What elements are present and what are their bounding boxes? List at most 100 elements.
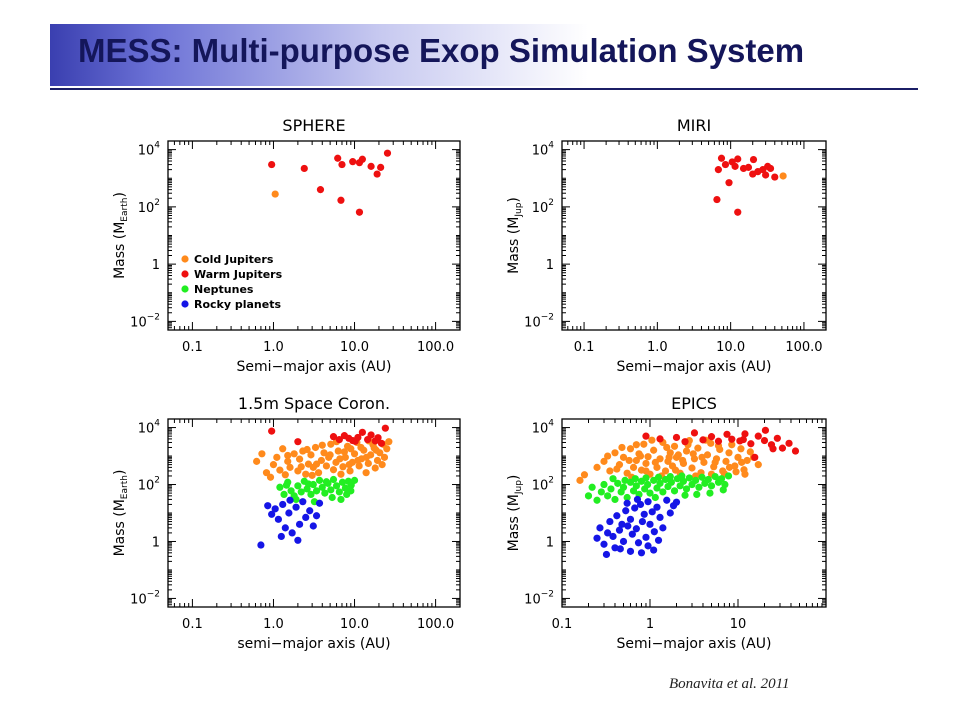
data-point-cold-jupiters [364, 459, 372, 468]
x-axis-label: semi−major axis (AU) [237, 636, 390, 652]
data-point-rocky-planets [606, 517, 614, 526]
data-point-rocky-planets [616, 545, 624, 553]
data-point-rocky-planets [593, 534, 601, 542]
data-point-cold-jupiters [253, 457, 261, 465]
y-tick-label: 10−2 [524, 312, 554, 330]
data-point-rocky-planets [596, 524, 604, 532]
data-point-rocky-planets [600, 540, 608, 548]
data-point-rocky-planets [637, 549, 646, 557]
data-point-cold-jupiters [340, 448, 349, 456]
data-point-rocky-planets [281, 524, 289, 532]
data-point-warm-jupiters [381, 424, 389, 432]
data-point-neptunes [611, 495, 619, 504]
data-point-neptunes [588, 483, 596, 491]
data-point-warm-jupiters [374, 434, 382, 442]
data-point-rocky-planets [632, 525, 640, 533]
data-point-cold-jupiters [725, 449, 733, 457]
x-tick-label: 10.0 [716, 340, 745, 355]
data-point-warm-jupiters [268, 427, 276, 435]
data-point-neptunes [593, 496, 601, 504]
data-point-rocky-planets [271, 505, 279, 513]
data-point-neptunes [327, 486, 335, 494]
data-point-cold-jupiters [337, 470, 345, 478]
data-point-warm-jupiters [717, 154, 726, 162]
data-point-rocky-planets [288, 529, 296, 537]
data-point-cold-jupiters [276, 466, 284, 474]
data-point-warm-jupiters [300, 164, 308, 173]
legend-label: Warm Jupiters [194, 268, 283, 281]
data-point-rocky-planets [295, 520, 304, 528]
data-point-cold-jupiters [671, 466, 680, 474]
data-point-cold-jupiters [312, 460, 321, 468]
data-point-rocky-planets [648, 508, 656, 516]
legend-marker [181, 270, 189, 278]
data-point-warm-jupiters [744, 163, 753, 171]
data-point-rocky-planets [622, 507, 630, 515]
data-point-warm-jupiters [723, 430, 731, 438]
x-axis-label: Semi−major axis (AU) [617, 359, 772, 375]
data-point-cold-jupiters [297, 463, 305, 471]
data-point-rocky-planets [615, 526, 624, 534]
data-point-cold-jupiters [734, 453, 742, 461]
data-point-warm-jupiters [681, 438, 689, 446]
data-point-cold-jupiters [618, 443, 626, 452]
data-point-neptunes [644, 480, 652, 489]
x-tick-label: 10.0 [340, 617, 369, 632]
data-point-rocky-planets [672, 498, 681, 506]
x-tick-label: 0.1 [182, 617, 203, 632]
data-point-neptunes [717, 475, 726, 483]
data-point-rocky-planets [292, 503, 300, 511]
data-point-rocky-planets [626, 515, 635, 523]
y-tick-label: 10−2 [130, 312, 160, 330]
y-tick-label: 102 [532, 476, 554, 494]
data-point-cold-jupiters [281, 471, 289, 479]
data-point-cold-jupiters [580, 471, 589, 479]
data-point-rocky-planets [257, 541, 265, 549]
data-point-neptunes [654, 473, 663, 481]
data-point-warm-jupiters [749, 155, 758, 164]
y-tick-label: 102 [532, 198, 554, 216]
data-point-cold-jupiters [703, 451, 712, 459]
data-point-cold-jupiters [665, 453, 673, 461]
data-point-cold-jupiters [320, 449, 328, 457]
x-tick-label: 100.0 [417, 617, 454, 632]
chart-panel-3: 1.5m Space Coron. 0.1 1.0 10.0 100.0 10−2 1 102… [112, 394, 461, 652]
data-point-warm-jupiters [785, 439, 793, 447]
data-point-warm-jupiters [734, 208, 742, 216]
data-point-rocky-planets [302, 513, 310, 522]
data-point-rocky-planets [644, 542, 652, 550]
data-point-cold-jupiters [636, 452, 645, 460]
data-point-cold-jupiters [576, 476, 584, 484]
data-point-cold-jupiters [327, 440, 335, 448]
data-point-warm-jupiters [713, 195, 721, 204]
data-point-warm-jupiters [373, 170, 381, 178]
data-point-warm-jupiters [760, 436, 769, 445]
data-point-rocky-planets [611, 544, 619, 552]
chart-title: SPHERE [282, 116, 345, 135]
data-point-cold-jupiters [329, 466, 338, 474]
data-point-rocky-planets [623, 499, 631, 507]
data-point-cold-jupiters [779, 172, 787, 180]
y-axis-label: Mass (MJup) [506, 475, 524, 552]
data-point-cold-jupiters [370, 444, 378, 452]
data-point-rocky-planets [624, 522, 632, 530]
title-banner [50, 24, 918, 86]
data-point-warm-jupiters [642, 432, 650, 440]
data-point-cold-jupiters [318, 441, 326, 449]
data-point-cold-jupiters [347, 445, 355, 453]
data-point-cold-jupiters [728, 441, 736, 449]
data-point-rocky-planets [609, 532, 617, 541]
data-point-neptunes [646, 489, 654, 497]
data-point-rocky-planets [646, 520, 654, 528]
data-point-neptunes [315, 476, 324, 484]
data-point-rocky-planets [650, 528, 658, 536]
data-point-cold-jupiters [284, 451, 292, 460]
y-tick-label: 104 [138, 419, 161, 437]
data-point-neptunes [338, 478, 347, 486]
data-point-rocky-planets [628, 530, 636, 538]
data-point-warm-jupiters [358, 428, 366, 436]
x-tick-label: 0.1 [574, 340, 595, 355]
data-point-warm-jupiters [725, 179, 733, 187]
data-point-rocky-planets [306, 507, 314, 515]
legend-marker [181, 300, 189, 308]
